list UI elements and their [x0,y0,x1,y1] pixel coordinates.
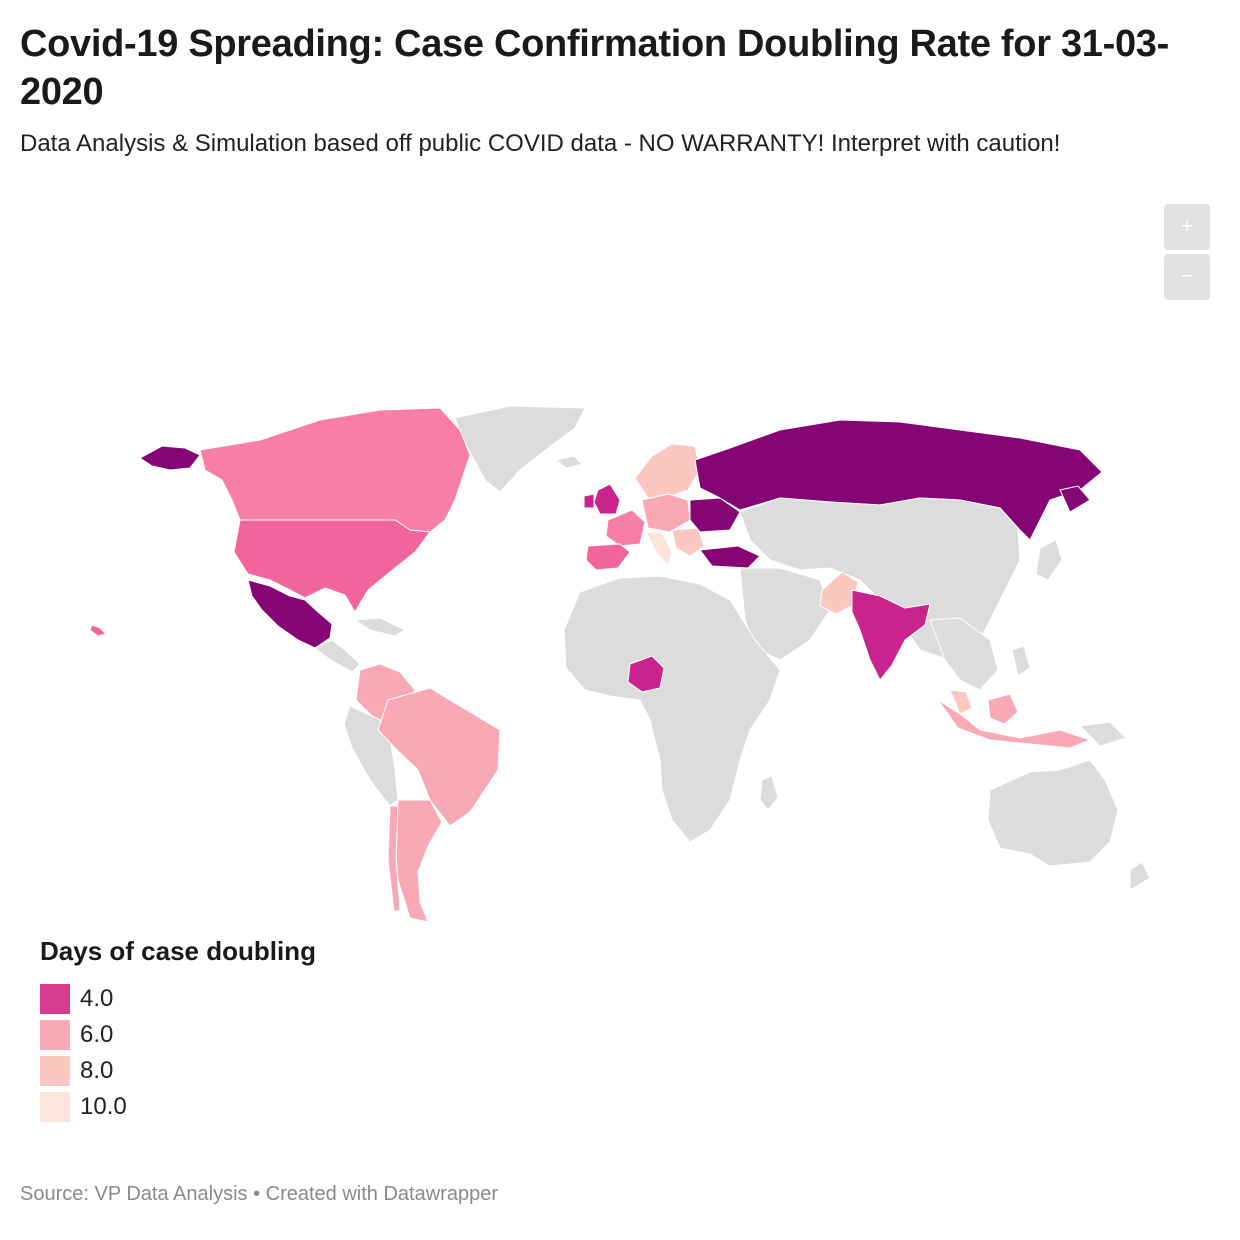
country-greenland[interactable] [454,405,586,493]
country-france[interactable] [605,509,646,547]
country-japan[interactable] [1035,539,1063,581]
legend-title: Days of case doubling [40,936,316,966]
country-central-america[interactable] [314,639,361,673]
country-madagascar[interactable] [759,775,779,811]
country-ireland[interactable] [583,493,595,509]
legend-label: 6.0 [80,1021,114,1048]
legend-item: 4.0 [40,981,316,1017]
country-central-europe[interactable] [641,493,691,533]
country-australia[interactable] [987,759,1119,867]
country-italy[interactable] [645,531,673,567]
country-argentina[interactable] [394,799,443,923]
country-usa[interactable] [233,519,431,613]
country-uk[interactable] [593,483,621,515]
legend-item: 6.0 [40,1017,316,1053]
country-scandinavia[interactable] [634,443,701,499]
chart-title: Covid-19 Spreading: Case Confirmation Do… [20,23,1169,113]
country-southeast-asia[interactable] [929,617,999,691]
country-iceland[interactable] [555,455,583,469]
country-hawaii[interactable] [89,624,107,637]
country-borneo[interactable] [987,693,1019,725]
legend-swatch [40,1020,70,1050]
country-iberia[interactable] [585,543,631,571]
zoom-out-button[interactable]: − [1164,254,1210,300]
world-map[interactable] [0,380,1240,940]
country-indonesia[interactable] [937,699,1091,749]
country-russia-east[interactable] [1059,485,1091,513]
zoom-in-button[interactable]: + [1164,204,1210,250]
source-credit: Source: VP Data Analysis • Created with … [20,1183,498,1205]
country-chile[interactable] [387,805,401,913]
country-mexico[interactable] [247,579,333,649]
country-africa[interactable] [563,575,781,843]
chart-header: Covid-19 Spreading: Case Confirmation Do… [20,20,1220,160]
country-caribbean[interactable] [354,617,406,637]
country-balkans[interactable] [671,527,705,557]
country-papua[interactable] [1079,721,1127,747]
country-india[interactable] [851,589,931,681]
country-canada[interactable] [199,407,471,533]
legend-item: 8.0 [40,1053,316,1089]
country-brazil[interactable] [377,687,501,827]
country-new-zealand[interactable] [1129,861,1151,891]
map-legend: Days of case doubling 4.0 6.0 8.0 10.0 [40,936,316,1125]
zoom-controls: + − [1164,204,1210,304]
country-turkey[interactable] [699,545,761,569]
legend-swatch [40,984,70,1014]
legend-label: 10.0 [80,1093,127,1120]
chart-subtitle: Data Analysis & Simulation based off pub… [20,130,1061,157]
country-malaysia[interactable] [949,689,973,715]
legend-swatch [40,1056,70,1086]
legend-label: 8.0 [80,1057,114,1084]
legend-label: 4.0 [80,985,114,1012]
country-philippines[interactable] [1011,645,1031,677]
legend-item: 10.0 [40,1089,316,1125]
legend-swatch [40,1092,70,1122]
country-alaska[interactable] [139,445,201,471]
country-nigeria[interactable] [627,655,665,693]
